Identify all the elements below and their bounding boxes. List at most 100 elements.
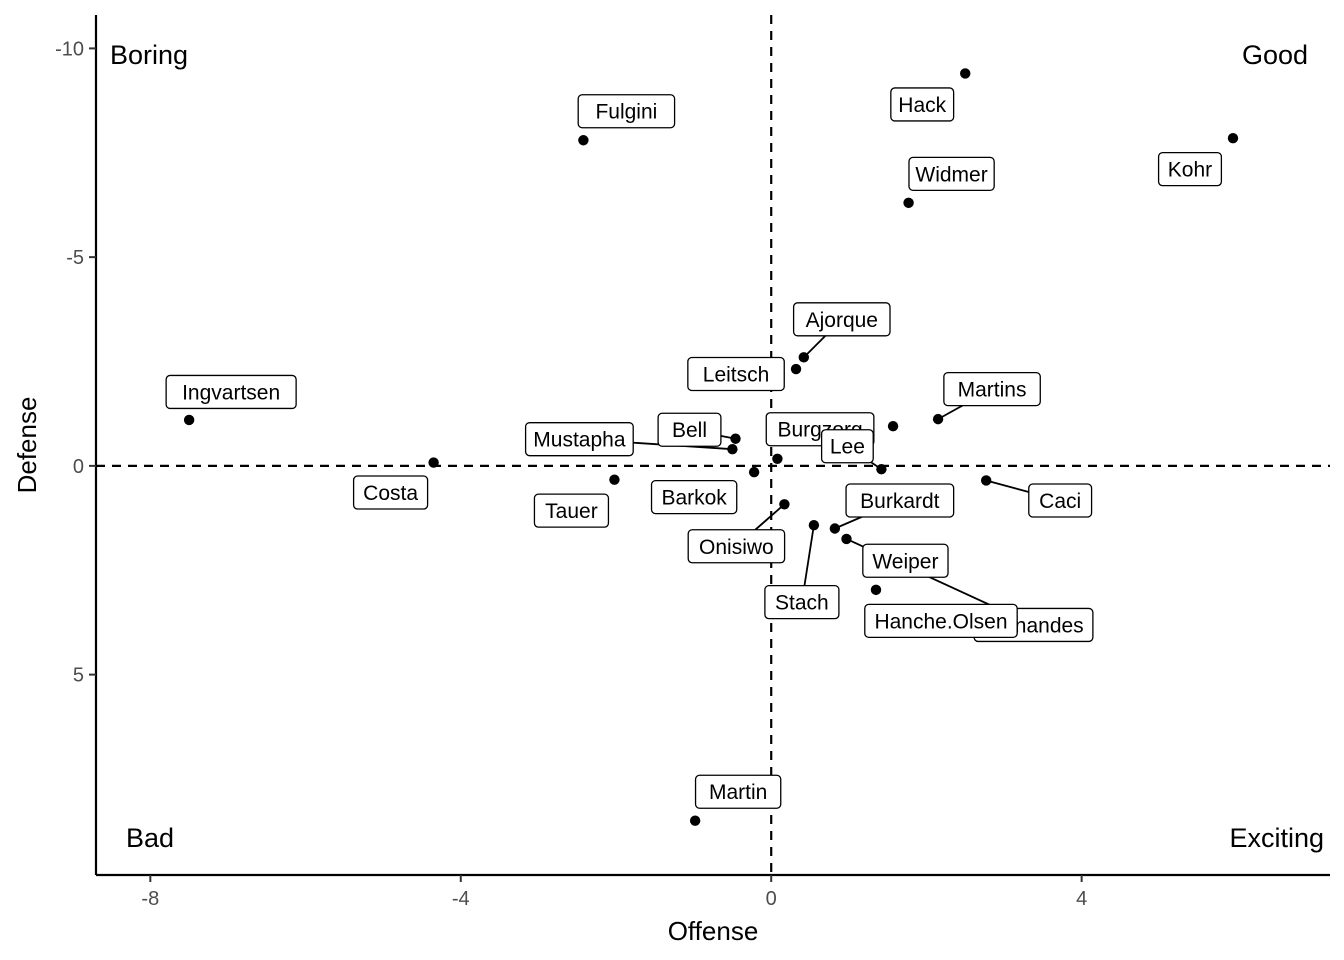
label-text-onisiwo: Onisiwo <box>699 536 774 559</box>
label-text-mustapha: Mustapha <box>533 429 626 452</box>
point-fulgini <box>578 135 589 146</box>
label-caci: Caci <box>1028 483 1093 518</box>
label-text-tauer: Tauer <box>545 500 598 523</box>
point-burgzorg <box>887 421 899 432</box>
point-costa <box>428 457 439 468</box>
label-box-weiper <box>862 543 949 578</box>
point-fernandes <box>841 533 852 545</box>
label-text-barkok: Barkok <box>661 487 727 510</box>
label-fulgini: Fulgini <box>577 94 676 129</box>
y-tick-label: -10 <box>55 38 84 60</box>
point-weiper <box>772 453 783 464</box>
label-text-fulgini: Fulgini <box>595 101 657 124</box>
label-text-caci: Caci <box>1039 490 1081 513</box>
point-stach <box>808 519 820 531</box>
x-tick-label: 0 <box>766 888 777 910</box>
label-text-bell: Bell <box>672 419 707 442</box>
label-text-costa: Costa <box>363 482 418 505</box>
label-text-ajorque: Ajorque <box>806 309 878 332</box>
x-tick-label: 4 <box>1076 888 1087 910</box>
label-text-martin: Martin <box>709 781 767 804</box>
label-text-kohr: Kohr <box>1168 159 1212 182</box>
label-bell: Bell <box>657 412 722 447</box>
point-hanche-olsen <box>870 584 882 596</box>
label-text-hanche-olsen: Hanche.Olsen <box>874 610 1007 633</box>
point-bell <box>730 433 741 444</box>
point-tauer <box>609 474 620 485</box>
quadrant-label-good: Good <box>1242 40 1308 70</box>
label-box-tauer <box>533 493 610 528</box>
label-burkardt: Burkardt <box>845 483 955 518</box>
point-ingvartsen <box>183 414 195 426</box>
point-barkok <box>748 466 760 478</box>
x-tick-label: -4 <box>452 888 470 910</box>
label-hack: Hack <box>890 87 955 122</box>
quadrant-label-exciting: Exciting <box>1229 823 1324 853</box>
label-widmer: Widmer <box>908 156 995 192</box>
label-box-widmer <box>908 156 995 192</box>
reference-lines <box>96 15 1330 875</box>
point-hack <box>960 68 971 79</box>
label-box-ingvartsen <box>165 374 297 410</box>
label-tauer: Tauer <box>533 493 610 528</box>
label-onisiwo: Onisiwo <box>687 529 786 564</box>
label-kohr: Kohr <box>1157 152 1223 187</box>
label-hanche-olsen: Hanche.Olsen <box>864 603 1018 639</box>
axes: -8 -4 0 4 -10 -5 0 5 <box>55 15 1330 910</box>
point-kohr <box>1227 132 1239 144</box>
label-text-leitsch: Leitsch <box>703 364 770 387</box>
data-points <box>183 68 1239 826</box>
y-tick-label: -5 <box>66 247 84 269</box>
y-axis-title: Defense <box>12 397 42 494</box>
label-box-onisiwo <box>687 529 786 564</box>
label-box-martin <box>694 774 782 809</box>
label-ajorque: Ajorque <box>792 302 891 337</box>
y-tick-label: 0 <box>73 456 84 478</box>
label-box-martins <box>943 371 1041 407</box>
label-weiper: Weiper <box>862 543 949 578</box>
label-box-barkok <box>650 479 738 515</box>
label-barkok: Barkok <box>650 479 738 515</box>
label-box-mustapha <box>524 422 634 457</box>
label-box-caci <box>1028 483 1093 518</box>
label-text-hack: Hack <box>898 94 946 117</box>
label-box-stach <box>764 585 840 620</box>
label-box-hanche-olsen <box>864 603 1018 639</box>
label-box-bell <box>657 412 722 447</box>
label-lee: Lee <box>820 429 874 464</box>
point-leitsch <box>790 363 802 375</box>
point-martins <box>932 413 944 425</box>
point-labels: Hack Kohr Fulgini Widmer Ajorque Leitsch Ingva… <box>165 87 1223 809</box>
label-connectors <box>579 318 1061 626</box>
x-axis-title: Offense <box>668 916 759 946</box>
point-martin <box>689 815 701 826</box>
label-box-leitsch <box>687 356 785 392</box>
label-text-burkardt: Burkardt <box>860 490 940 513</box>
x-tick-label: -8 <box>141 888 159 910</box>
label-box-ajorque <box>792 302 891 337</box>
label-text-widmer: Widmer <box>915 163 987 186</box>
label-mustapha: Mustapha <box>524 422 634 457</box>
point-widmer <box>903 197 914 209</box>
label-box-lee <box>820 429 874 464</box>
label-box-hack <box>890 87 955 122</box>
label-text-weiper: Weiper <box>872 550 938 573</box>
label-box-costa <box>352 475 429 510</box>
point-lee <box>876 464 887 475</box>
quadrant-labels: Boring Good Bad Exciting <box>110 40 1324 853</box>
label-stach: Stach <box>764 585 840 620</box>
point-onisiwo <box>779 499 790 510</box>
label-martins: Martins <box>943 371 1041 407</box>
label-ingvartsen: Ingvartsen <box>165 374 297 410</box>
label-text-ingvartsen: Ingvartsen <box>182 381 280 404</box>
point-burkardt <box>829 523 841 534</box>
point-mustapha <box>727 443 738 455</box>
label-box-kohr <box>1157 152 1223 187</box>
label-text-lee: Lee <box>830 436 865 459</box>
quadrant-label-boring: Boring <box>110 40 188 70</box>
label-costa: Costa <box>352 475 429 510</box>
label-text-martins: Martins <box>958 379 1027 402</box>
quadrant-label-bad: Bad <box>126 823 174 853</box>
point-ajorque <box>798 352 810 363</box>
